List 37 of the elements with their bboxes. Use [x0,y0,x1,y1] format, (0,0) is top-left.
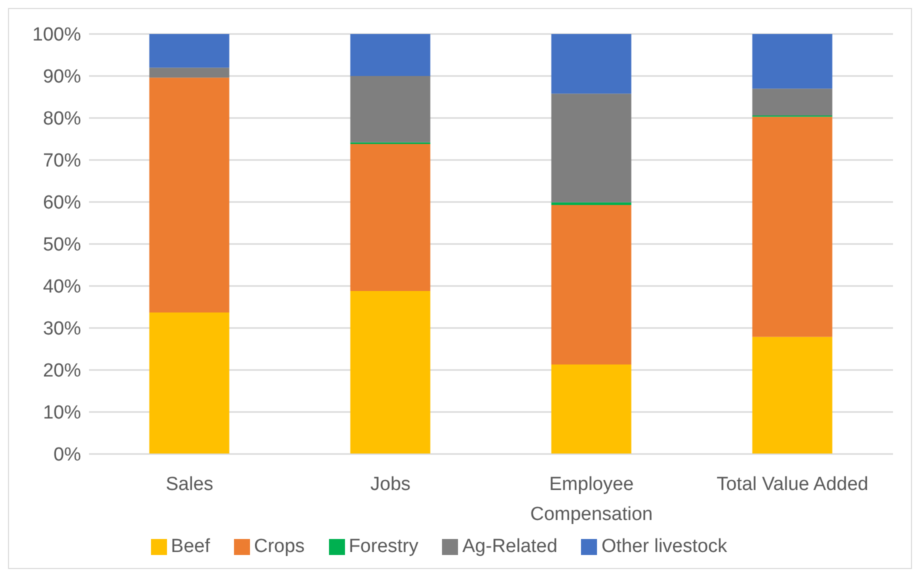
y-tick-label: 30% [42,318,82,340]
bar [149,68,230,78]
y-tick-label: 70% [42,150,82,172]
bar [752,34,832,89]
bar [149,78,230,312]
bar [752,88,832,116]
y-tick-label: 60% [42,192,82,214]
bar [752,116,832,337]
y-tick-label: 80% [42,108,82,130]
x-tick-label: Jobs [370,474,411,495]
y-tick-label: 100% [32,24,82,46]
legend-label: Other livestock [601,536,728,557]
bar [350,76,430,142]
bar [149,34,230,68]
y-tick-label: 50% [42,234,82,256]
legend-label: Crops [254,536,305,557]
bar [551,34,632,94]
bar [350,144,430,292]
bar [551,204,632,365]
bar [752,336,832,454]
bar [551,364,632,454]
legend-label: Beef [170,536,210,557]
bar [350,291,430,454]
x-tick-label: Sales [166,474,214,495]
bar [149,312,230,454]
bar [350,34,430,76]
y-tick-label: 90% [42,66,82,88]
y-tick-label: 0% [54,444,82,466]
y-tick-label: 10% [42,402,82,424]
x-tick-label: Total Value Added [716,474,868,495]
x-tick-label: Employee Compensation [530,474,653,525]
y-tick-label: 40% [42,276,82,298]
y-tick-label: 20% [42,360,82,382]
bar [551,202,632,205]
bar [551,94,632,202]
legend-label: Forestry [348,536,418,557]
legend-label: Ag-Related [462,536,558,557]
